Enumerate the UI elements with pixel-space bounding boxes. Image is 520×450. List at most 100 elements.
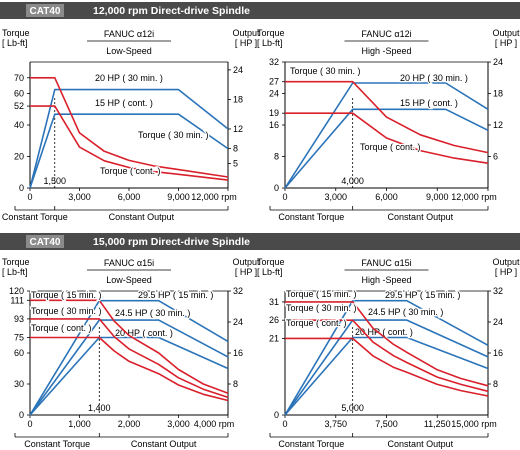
output-curve-0 <box>29 88 229 189</box>
right-tick-label: 8 <box>493 379 498 389</box>
x-tick-label: 1,000 <box>68 419 91 429</box>
x-tick-label: 12,000 rpm <box>191 192 237 202</box>
right-tick-label: 12 <box>493 120 503 130</box>
left-tick-label: 21 <box>269 333 279 343</box>
torque-curve-3 <box>30 105 229 181</box>
right-axis-unit: [ HP ] <box>495 38 517 48</box>
x-tick-label: 11,250 <box>424 419 451 429</box>
region-label-constant-torque: Constant Torque <box>24 439 90 449</box>
section-tag: CAT40 <box>30 6 61 17</box>
x-tick-label: 2,000 <box>118 419 141 429</box>
series-label: Torque ( cont. ) <box>286 318 347 328</box>
series-label: 15 HP ( cont. ) <box>400 98 458 108</box>
series-label: Torque ( 30 min. ) <box>31 306 102 316</box>
right-axis-title: Output <box>232 28 260 38</box>
left-axis-title: Torque <box>257 28 285 38</box>
left-axis-title: Torque <box>2 257 30 267</box>
torque-curve-3 <box>285 112 489 164</box>
region-label-constant-torque: Constant Torque <box>278 212 344 222</box>
torque-curve-4 <box>285 319 489 393</box>
section-tag: CAT40 <box>30 237 61 248</box>
x-tick-label: 15,000 rpm <box>451 419 497 429</box>
x-tick-label: 7,500 <box>375 419 398 429</box>
section-title: 12,000 rpm Direct-drive Spindle <box>93 5 250 17</box>
section-header-bar <box>0 233 520 250</box>
series-label: Torque ( cont. ) <box>31 323 92 333</box>
torque-curve-2 <box>285 80 489 154</box>
left-tick-label: 8 <box>274 152 279 162</box>
right-tick-label: 8 <box>233 144 238 154</box>
output-curve-0 <box>284 299 489 416</box>
torque-curve-4 <box>30 318 229 399</box>
left-tick-label: 70 <box>14 73 24 83</box>
section-header-bar <box>0 2 520 19</box>
x-tick-label: 12,000 rpm <box>451 192 497 202</box>
region-label-constant-torque: Constant Torque <box>2 212 68 222</box>
chart-speed-mode-label: High -Speed <box>361 275 411 285</box>
chart-motor-label: FANUC α12i <box>104 29 154 39</box>
left-tick-label: 27 <box>269 77 279 87</box>
left-tick-label: 30 <box>14 379 24 389</box>
series-label: Torque ( 30 min. ) <box>290 66 361 76</box>
right-tick-label: 32 <box>233 286 243 296</box>
right-axis-title: Output <box>232 257 260 267</box>
right-tick-label: 18 <box>233 94 243 104</box>
left-tick-label: 19 <box>269 108 279 118</box>
x-tick-label: 9,000 <box>426 192 449 202</box>
series-label: Torque ( 15 min. ) <box>286 289 357 299</box>
left-axis-unit: [ Lb-ft] <box>2 38 28 48</box>
right-tick-label: 24 <box>493 317 503 327</box>
x-tick-label: 0 <box>27 419 32 429</box>
left-tick-label: 60 <box>14 89 24 99</box>
right-tick-label: 12 <box>233 124 243 134</box>
series-label: Torque ( cont. ) <box>360 142 421 152</box>
torque-curve-2 <box>30 77 229 178</box>
torque-curve-3 <box>285 301 489 387</box>
chart-a12i-low-speed: FANUC α12i Low-Speed Torque[ Lb-ft] Output[… <box>2 28 260 222</box>
region-label-constant-output: Constant Output <box>131 439 197 449</box>
x-tick-label: 9,000 <box>167 192 190 202</box>
right-axis-unit: [ HP ] <box>495 267 517 277</box>
left-axis-title: Torque <box>257 257 285 267</box>
right-tick-label: 8 <box>233 379 238 389</box>
output-curve-1 <box>284 108 489 189</box>
right-axis-title: Output <box>492 257 520 267</box>
left-tick-label: 0 <box>19 183 24 193</box>
right-tick-label: 6 <box>493 152 498 162</box>
section-header-1: CAT40 12,000 rpm Direct-drive Spindle <box>0 2 520 19</box>
chart-a15i-low-speed: FANUC α15i Low-Speed Torque[ Lb-ft] Output[… <box>2 257 260 449</box>
series-label: Torque ( 15 min. ) <box>31 290 102 300</box>
output-curve-2 <box>284 336 489 416</box>
series-label: 15 HP ( cont. ) <box>95 98 153 108</box>
series-label: 24.5 HP ( 30 min. ) <box>115 308 190 318</box>
left-tick-label: 40 <box>14 120 24 130</box>
series-label: Torque ( 30 min. ) <box>138 130 209 140</box>
left-tick-label: 32 <box>269 57 279 67</box>
chart-speed-mode-label: Low-Speed <box>106 46 152 56</box>
torque-curve-5 <box>30 336 229 402</box>
series-label: 29.5 HP ( 15 min. ) <box>385 290 460 300</box>
x-tick-label: 0 <box>27 192 32 202</box>
x-tick-label: 0 <box>282 419 287 429</box>
right-axis-title: Output <box>492 28 520 38</box>
series-label: 20 HP ( 30 min. ) <box>95 73 163 83</box>
x-tick-label: 0 <box>282 192 287 202</box>
right-tick-label: 16 <box>233 348 243 358</box>
region-label-constant-output: Constant Output <box>388 212 454 222</box>
right-tick-label: 16 <box>493 348 503 358</box>
series-label: 20 HP ( 30 min. ) <box>400 73 468 83</box>
left-tick-label: 111 <box>10 295 24 305</box>
chart-a15i-high-speed: FANUC α15i High -Speed Torque[ Lb-ft] Outpu… <box>257 257 520 449</box>
right-tick-label: 24 <box>233 317 243 327</box>
left-tick-label: 0 <box>19 410 24 420</box>
series-label: 24.5 HP ( 30 min. ) <box>368 307 443 317</box>
left-tick-label: 20 <box>14 152 24 162</box>
right-tick-label: 32 <box>493 286 503 296</box>
region-label-constant-output: Constant Output <box>388 439 454 449</box>
right-axis-unit: [ HP ] <box>235 38 257 48</box>
x-tick-label: 3,000 <box>324 192 347 202</box>
x-tick-label: 6,000 <box>375 192 398 202</box>
chart-speed-mode-label: High -Speed <box>361 46 411 56</box>
base-speed-label: 4,000 <box>341 176 364 186</box>
